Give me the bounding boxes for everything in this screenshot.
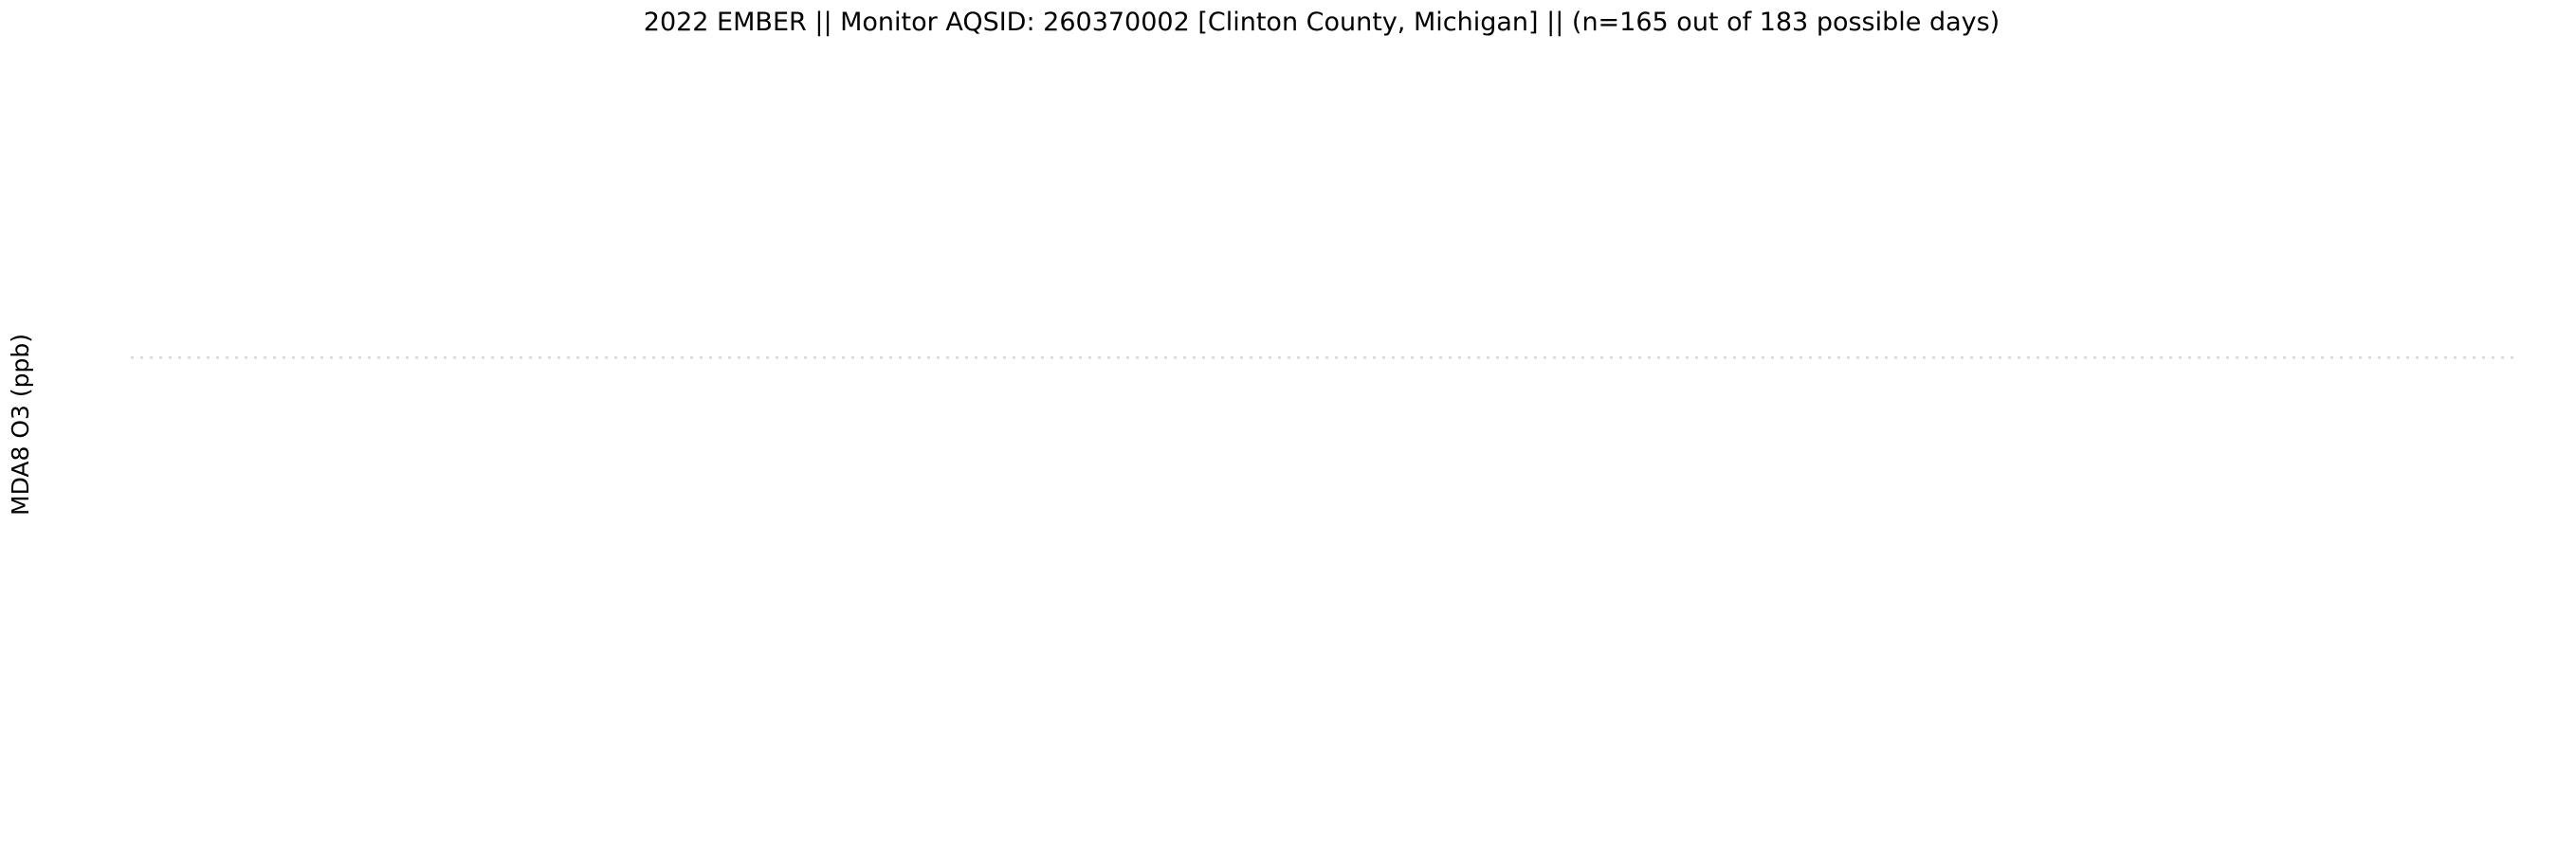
y-axis-label: MDA8 O3 (ppb)	[7, 334, 34, 516]
chart-title: 2022 EMBER || Monitor AQSID: 260370002 […	[644, 8, 2000, 37]
